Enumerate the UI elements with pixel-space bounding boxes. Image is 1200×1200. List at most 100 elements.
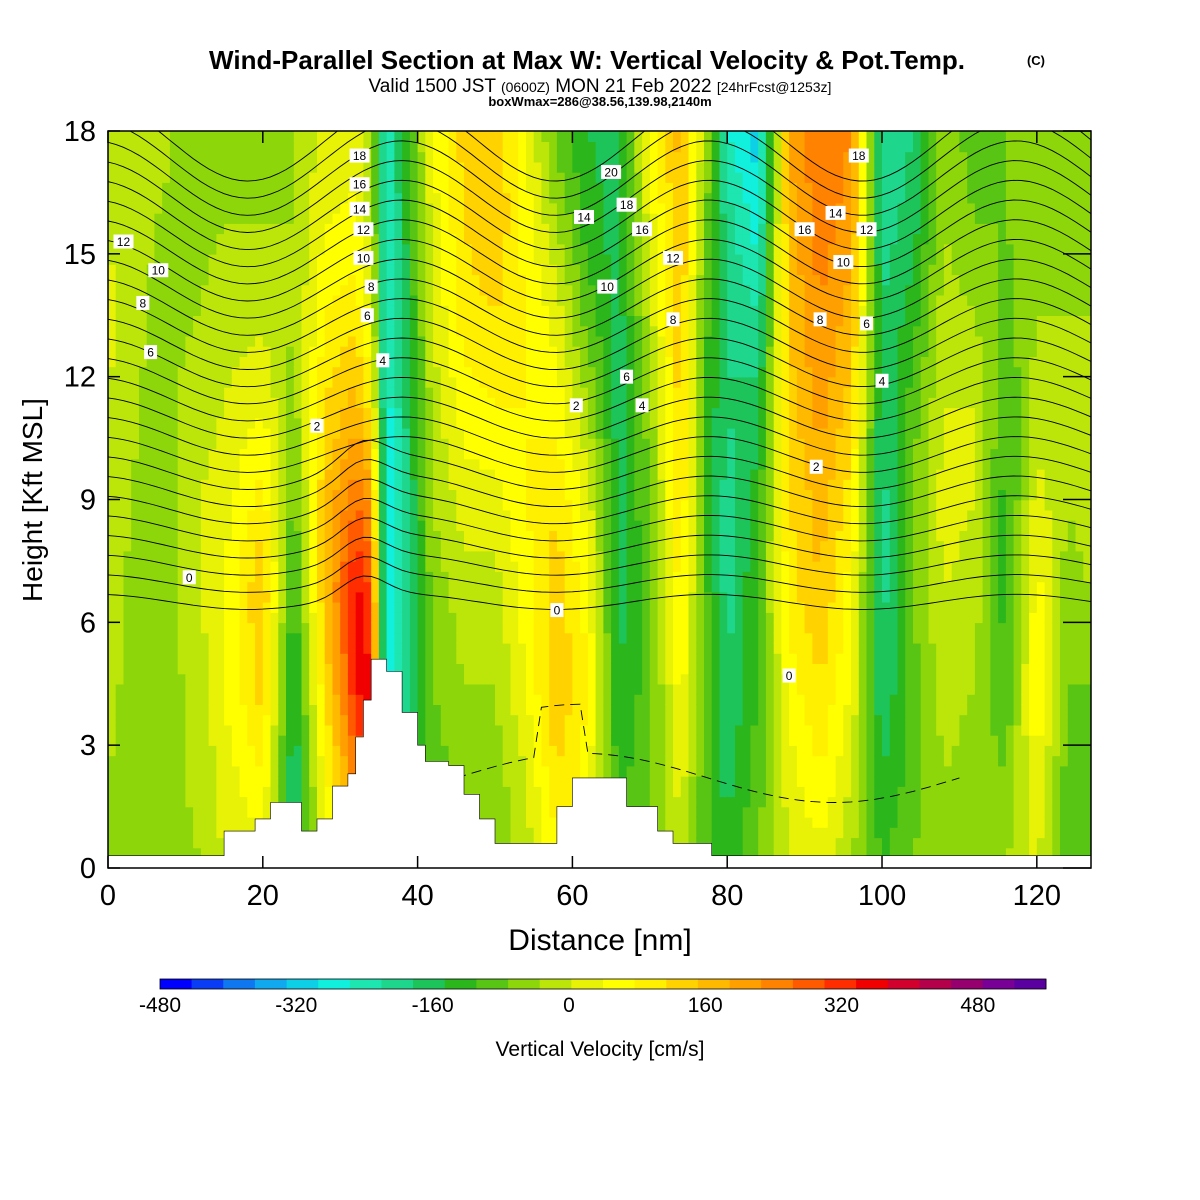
velocity-cell	[409, 346, 419, 357]
velocity-cell	[440, 714, 450, 726]
velocity-cell	[386, 212, 396, 224]
velocity-cell	[193, 182, 202, 194]
velocity-cell	[580, 417, 589, 429]
velocity-cell	[409, 253, 419, 265]
velocity-cell	[448, 305, 458, 316]
velocity-cell	[402, 540, 411, 552]
velocity-cell	[262, 694, 272, 705]
velocity-cell	[510, 653, 519, 664]
velocity-cell	[526, 202, 535, 214]
velocity-cell	[409, 171, 419, 183]
velocity-cell	[317, 141, 326, 153]
velocity-cell	[518, 325, 527, 337]
velocity-cell	[409, 642, 419, 654]
velocity-cell	[471, 202, 481, 214]
velocity-cell	[278, 284, 287, 296]
velocity-cell	[510, 591, 519, 603]
velocity-cell	[324, 612, 334, 624]
velocity-cell	[479, 796, 488, 808]
velocity-cell	[193, 264, 202, 276]
velocity-cell	[634, 171, 643, 183]
velocity-cell	[193, 253, 202, 265]
velocity-cell	[270, 673, 279, 685]
velocity-cell	[262, 612, 272, 624]
velocity-cell	[200, 366, 210, 378]
velocity-cell	[572, 663, 581, 675]
velocity-cell	[177, 141, 187, 153]
velocity-cell	[200, 530, 210, 542]
velocity-cell	[634, 653, 643, 664]
velocity-cell	[464, 192, 473, 204]
velocity-cell	[464, 622, 473, 634]
velocity-cell	[200, 632, 210, 644]
velocity-cell	[262, 560, 272, 572]
velocity-cell	[402, 366, 411, 378]
velocity-cell	[347, 376, 357, 388]
velocity-cell	[371, 591, 380, 603]
velocity-cell	[115, 796, 125, 808]
velocity-cell	[556, 366, 566, 378]
velocity-cell	[510, 458, 519, 470]
velocity-cell	[456, 694, 465, 705]
velocity-cell	[595, 622, 605, 634]
velocity-cell	[495, 714, 504, 726]
velocity-cell	[611, 734, 620, 746]
velocity-cell	[239, 366, 249, 378]
velocity-cell	[510, 294, 519, 306]
velocity-cell	[440, 397, 450, 409]
velocity-cell	[177, 243, 187, 255]
velocity-cell	[355, 212, 365, 224]
velocity-cell	[502, 427, 512, 439]
velocity-cell	[363, 468, 372, 480]
velocity-cell	[611, 141, 620, 153]
velocity-cell	[115, 765, 125, 777]
velocity-cell	[216, 581, 225, 593]
velocity-cell	[564, 356, 574, 368]
velocity-cell	[533, 294, 543, 306]
velocity-cell	[247, 550, 256, 562]
velocity-cell	[347, 714, 357, 726]
velocity-cell	[247, 223, 256, 235]
velocity-cell	[293, 724, 303, 736]
velocity-cell	[293, 192, 303, 204]
velocity-cell	[355, 294, 365, 306]
velocity-cell	[456, 479, 465, 490]
velocity-cell	[541, 386, 550, 398]
velocity-cell	[634, 161, 643, 173]
velocity-cell	[123, 427, 132, 439]
velocity-cell	[293, 550, 303, 562]
velocity-cell	[115, 294, 125, 306]
velocity-cell	[495, 694, 504, 705]
velocity-cell	[371, 653, 380, 664]
velocity-cell	[169, 182, 179, 194]
velocity-cell	[123, 540, 132, 552]
velocity-cell	[425, 571, 434, 583]
velocity-cell	[464, 509, 473, 521]
velocity-cell	[394, 560, 403, 572]
velocity-cell	[611, 612, 620, 624]
velocity-cell	[108, 612, 117, 624]
velocity-cell	[262, 438, 272, 450]
velocity-cell	[518, 663, 527, 675]
velocity-cell	[162, 458, 171, 470]
velocity-cell	[371, 509, 380, 521]
velocity-cell	[247, 530, 256, 542]
velocity-cell	[270, 407, 279, 419]
velocity-cell	[270, 786, 279, 798]
velocity-cell	[533, 837, 543, 849]
velocity-cell	[626, 305, 636, 316]
velocity-cell	[123, 653, 132, 664]
velocity-cell	[317, 346, 326, 357]
velocity-cell	[286, 714, 295, 726]
velocity-cell	[216, 755, 225, 767]
velocity-cell	[200, 673, 210, 685]
velocity-cell	[417, 694, 427, 705]
velocity-cell	[464, 356, 473, 368]
velocity-cell	[154, 847, 163, 859]
velocity-cell	[363, 591, 372, 603]
velocity-cell	[564, 571, 574, 583]
velocity-cell	[378, 161, 388, 173]
velocity-cell	[448, 366, 458, 378]
velocity-cell	[634, 233, 643, 245]
velocity-cell	[518, 683, 527, 695]
